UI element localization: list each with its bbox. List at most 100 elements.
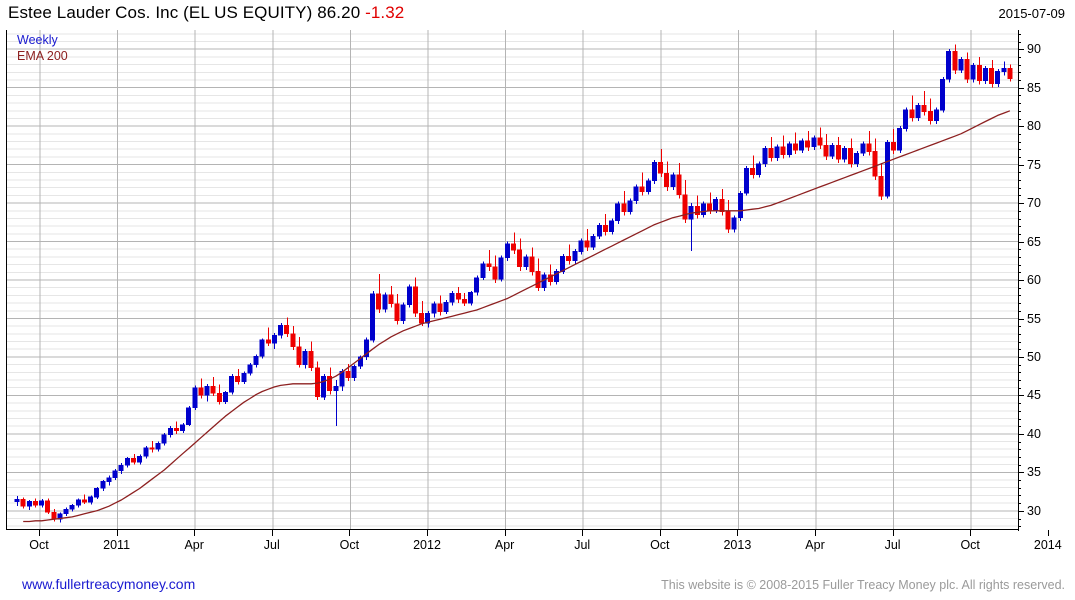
price-axis-minor-tick (1018, 403, 1021, 405)
date-axis-label: Oct (29, 538, 49, 552)
price-axis-minor-tick (1018, 103, 1021, 105)
date-axis-tick (194, 530, 196, 536)
date-axis-label: Apr (805, 538, 825, 552)
instrument-name: Estee Lauder Cos. Inc (EL US EQUITY) (8, 3, 313, 22)
date-axis-tick (39, 530, 40, 536)
site-url[interactable]: www.fullertreacymoney.com (22, 576, 196, 592)
price-axis-minor-tick (1018, 33, 1021, 35)
price-axis-tick (1018, 87, 1024, 89)
date-axis-label: Apr (184, 538, 204, 552)
price-axis-minor-tick (1018, 118, 1021, 120)
chart-header: Estee Lauder Cos. Inc (EL US EQUITY) 86.… (0, 0, 1075, 28)
price-axis-tick (1018, 126, 1024, 128)
price-axis-minor-tick (1018, 149, 1021, 151)
price-axis-minor-tick (1018, 503, 1021, 505)
price-axis-tick (1018, 510, 1024, 512)
price-axis-minor-tick (1018, 172, 1021, 174)
price-axis-label: 60 (1027, 273, 1041, 287)
price-axis-tick (1018, 472, 1024, 474)
price-axis-minor-tick (1018, 210, 1021, 212)
price-axis-minor-tick (1018, 187, 1021, 189)
date-axis-tick (970, 530, 972, 536)
date-axis-tick (582, 530, 584, 536)
price-axis-label: 55 (1027, 311, 1041, 326)
price-axis-minor-tick (1018, 464, 1021, 466)
date-axis-label: 2013 (723, 538, 752, 552)
date-axis-label: Apr (494, 538, 515, 552)
price-series (14, 44, 1013, 523)
date-axis-label: Jul (263, 538, 280, 552)
date-axis-tick (737, 530, 739, 536)
date-axis-tick (659, 530, 661, 536)
chart-legend: Weekly EMA 200 (17, 33, 68, 64)
price-axis-minor-tick (1018, 410, 1021, 412)
price-axis-minor-tick (1018, 480, 1021, 481)
price-axis-tick (1018, 49, 1024, 51)
price-axis-minor-tick (1018, 426, 1021, 428)
price-axis-tick (1018, 318, 1024, 320)
price-axis-minor-tick (1018, 218, 1021, 220)
price-axis-label: 50 (1027, 349, 1041, 364)
price-axis-minor-tick (1018, 195, 1021, 197)
plot-area[interactable]: Weekly EMA 200 (6, 30, 1018, 530)
date-axis-tick (1047, 530, 1049, 536)
price-axis-minor-tick (1018, 80, 1021, 81)
price-axis-tick (1018, 356, 1024, 358)
price-axis-minor-tick (1018, 518, 1021, 520)
price-axis-minor-tick (1018, 364, 1021, 366)
date-axis-label: Jul (884, 538, 901, 552)
date-axis-tick (116, 530, 118, 536)
date-axis-label: Jul (574, 538, 591, 552)
price-axis-minor-tick (1018, 256, 1021, 258)
price-axis-minor-tick (1018, 233, 1021, 235)
price-axis-tick (1018, 164, 1024, 166)
price-axis-minor-tick (1018, 133, 1021, 135)
price-axis-tick (1018, 241, 1024, 243)
date-axis-label: 2012 (413, 538, 441, 552)
price-axis-tick (1018, 203, 1024, 205)
date-axis-label: Oct (339, 538, 360, 552)
price-axis-tick (1018, 280, 1024, 281)
price-axis-minor-tick (1018, 95, 1021, 97)
price-axis-minor-tick (1018, 249, 1021, 251)
price-axis-minor-tick (1018, 456, 1021, 458)
price-axis-minor-tick (1018, 380, 1021, 381)
price-axis-minor-tick (1018, 341, 1021, 343)
date-axis: Oct 2011 Apr Jul Oct 2012 Apr Jul Oct 2013 Apr Jul O… (6, 530, 1062, 560)
date-axis-tick (427, 530, 428, 536)
date-axis-tick (349, 530, 351, 536)
price-axis-label: 30 (1027, 503, 1041, 518)
price-axis-minor-tick (1018, 180, 1021, 181)
price-axis-minor-tick (1018, 64, 1021, 66)
price-axis-minor-tick (1018, 326, 1021, 328)
price-axis-label: 80 (1027, 119, 1041, 134)
price-axis-minor-tick (1018, 72, 1021, 74)
price-axis-minor-tick (1018, 349, 1021, 351)
price-axis-label: 90 (1027, 42, 1041, 57)
copyright-notice: This website is © 2008-2015 Fuller Treac… (661, 578, 1065, 592)
price-axis-minor-tick (1018, 272, 1021, 274)
price-axis-tick (1018, 395, 1024, 397)
price-axis-minor-tick (1018, 303, 1021, 305)
price-axis-minor-tick (1018, 56, 1021, 58)
price-axis-minor-tick (1018, 449, 1021, 451)
price-axis-minor-tick (1018, 295, 1021, 297)
legend-ema-200: EMA 200 (17, 48, 68, 63)
price-axis-minor-tick (1018, 310, 1021, 312)
price-axis-label: 40 (1027, 426, 1041, 441)
price-axis-minor-tick (1018, 287, 1021, 289)
date-axis-tick (892, 530, 894, 536)
price-axis-minor-tick (1018, 333, 1021, 335)
price-axis-minor-tick (1018, 156, 1021, 158)
price-axis-label: 65 (1027, 234, 1041, 249)
date-axis-tick (504, 530, 506, 536)
date-axis-tick (271, 530, 273, 536)
price-axis-minor-tick (1018, 526, 1021, 528)
price-axis-minor-tick (1018, 487, 1021, 489)
date-axis-label: 2011 (103, 538, 131, 552)
price-axis-minor-tick (1018, 441, 1021, 443)
price-axis-tick (1018, 433, 1024, 435)
price-axis-minor-tick (1018, 110, 1021, 112)
as-of-date: 2015-07-09 (998, 6, 1066, 21)
price-axis-minor-tick (1018, 495, 1021, 497)
